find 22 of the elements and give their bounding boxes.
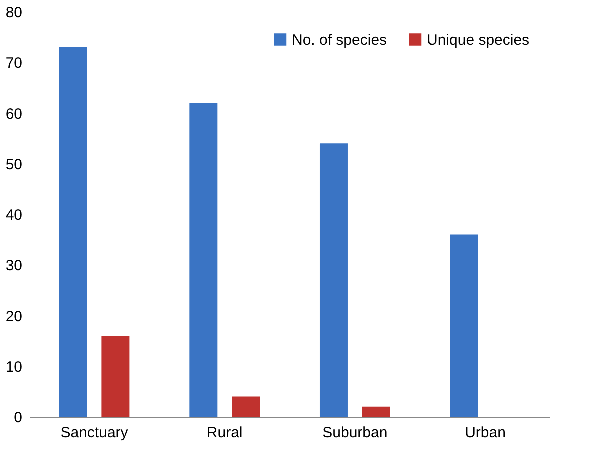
y-tick-label: 0 <box>14 410 22 426</box>
y-tick-label: 40 <box>6 207 22 224</box>
bar <box>450 234 478 417</box>
legend-label: No. of species <box>292 32 388 49</box>
y-tick-label: 50 <box>6 156 22 174</box>
bar <box>102 336 130 417</box>
y-tick-label: 20 <box>6 308 22 326</box>
y-tick-label: 70 <box>6 55 22 72</box>
y-tick-label: 10 <box>6 358 22 376</box>
y-tick-label: 30 <box>6 258 22 275</box>
x-tick-label: Sanctuary <box>60 424 129 442</box>
bar <box>320 144 348 417</box>
bar <box>362 406 390 417</box>
y-tick-label: 80 <box>6 4 22 22</box>
x-tick-label: Urban <box>465 424 506 442</box>
x-tick-label: Suburban <box>322 424 388 442</box>
bar <box>59 47 88 417</box>
y-tick-label: 60 <box>6 106 22 123</box>
bar <box>190 103 218 417</box>
x-tick-label: Rural <box>206 424 243 442</box>
legend-label: Unique species <box>427 32 530 49</box>
bar <box>232 396 260 417</box>
